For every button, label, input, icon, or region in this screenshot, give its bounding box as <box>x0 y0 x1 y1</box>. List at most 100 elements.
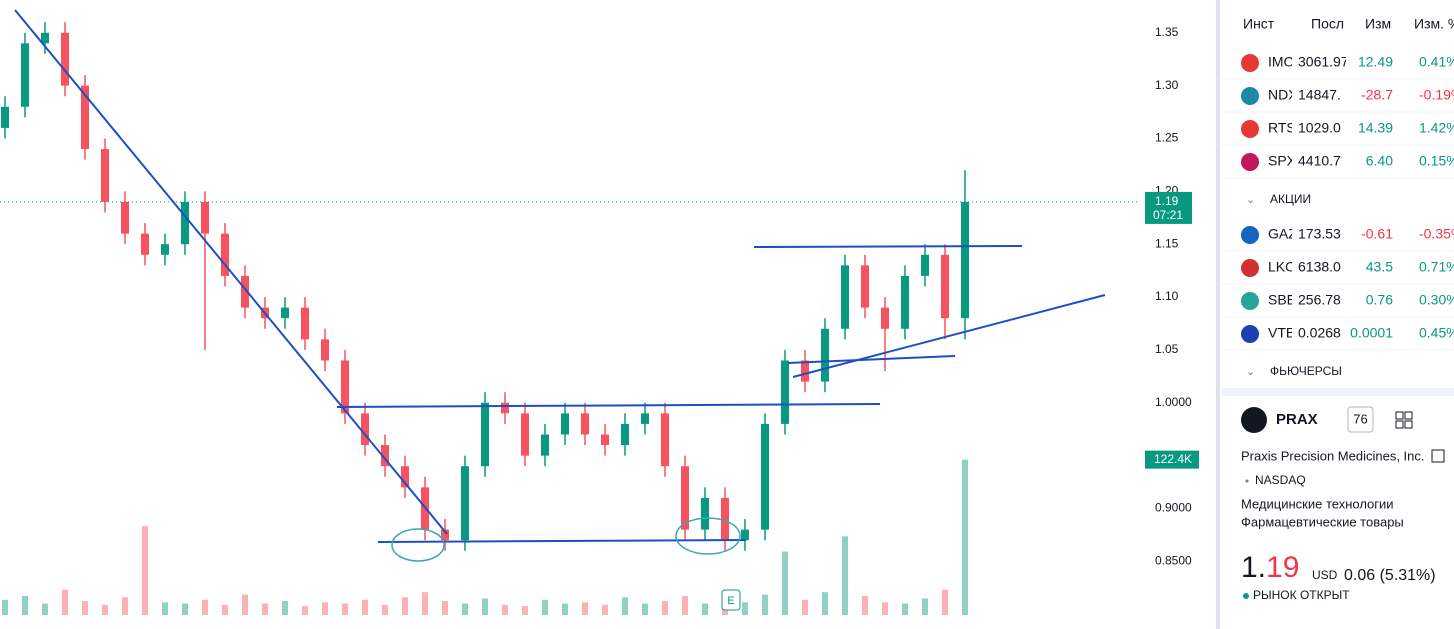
sector: Медицинские технологии <box>1241 496 1394 511</box>
candle-body <box>241 275 249 308</box>
open-icon[interactable] <box>1431 449 1445 463</box>
candle-body <box>441 529 449 541</box>
last: 256.78 <box>1298 292 1341 308</box>
section-chevron: ⌄ <box>1246 366 1255 378</box>
earnings-icon[interactable] <box>721 589 741 611</box>
bullet <box>1245 479 1249 483</box>
candle-body <box>1 106 9 128</box>
y-tick-label: 1.15 <box>1155 236 1179 250</box>
candle-body <box>701 497 709 530</box>
change: 43.5 <box>1366 259 1393 275</box>
change: 6.40 <box>1366 153 1393 169</box>
last: 14847. <box>1298 87 1341 103</box>
last: 1029.0 <box>1298 120 1341 136</box>
volume-bar <box>842 536 848 615</box>
volume-bar <box>562 603 568 615</box>
volume-bar <box>802 599 808 615</box>
volume-bar <box>282 601 288 615</box>
section-title: АКЦИИ <box>1270 192 1311 206</box>
candle-body <box>481 402 489 467</box>
candle-body <box>781 360 789 424</box>
highlight-ellipse <box>391 528 445 562</box>
y-tick-label: 0.9000 <box>1155 501 1192 515</box>
last: 173.53 <box>1298 226 1341 242</box>
volume-bar <box>822 592 828 615</box>
last: 4410.7 <box>1298 153 1341 169</box>
volume-bar <box>542 599 548 615</box>
candle-body <box>281 307 289 319</box>
candle-body <box>561 413 569 435</box>
volume-bar <box>142 526 148 615</box>
volume-bar <box>742 602 748 615</box>
change: -0.61 <box>1361 226 1393 242</box>
candle-body <box>921 254 929 276</box>
candle-body <box>201 201 209 234</box>
volume-bar <box>302 606 308 615</box>
candle-body <box>401 466 409 488</box>
symbol-icon <box>1241 54 1259 72</box>
earnings-marker[interactable] <box>721 589 741 611</box>
volume-bar <box>162 602 168 615</box>
candle-body <box>621 423 629 446</box>
change-percent: 0.45% <box>1419 325 1454 341</box>
score-box[interactable] <box>1347 406 1374 433</box>
price-dec: 19 <box>1266 551 1299 584</box>
change-percent: 1.42% <box>1419 120 1454 136</box>
candle-body <box>161 244 169 255</box>
icon[interactable] <box>1395 411 1404 420</box>
y-tick-label: 1.35 <box>1155 25 1179 39</box>
candle-body <box>521 413 529 456</box>
y-tick-label: 0.8500 <box>1155 554 1192 568</box>
last-price-box <box>1145 191 1192 224</box>
company-name: Praxis Precision Medicines, Inc. <box>1241 448 1425 463</box>
candle-body <box>221 233 229 276</box>
symbol: VTBR <box>1268 325 1305 341</box>
trend-line <box>336 403 881 408</box>
y-tick-label: 1.05 <box>1155 342 1179 356</box>
symbol: RTSI <box>1268 120 1300 136</box>
trend-line <box>792 294 1106 378</box>
section-title: ФЬЮЧЕРСЫ <box>1270 364 1342 378</box>
volume-bar <box>342 603 348 615</box>
candle-body <box>801 360 809 382</box>
candle-body <box>881 307 889 329</box>
icon[interactable] <box>1404 411 1413 420</box>
candle-body <box>861 265 869 308</box>
change: 0.76 <box>1366 292 1393 308</box>
volume-bar <box>362 599 368 615</box>
last: 6138.0 <box>1298 259 1341 275</box>
candle-body <box>721 497 729 541</box>
column-header: Посл <box>1311 16 1344 32</box>
drawings <box>14 9 1106 562</box>
earnings-letter[interactable]: E <box>727 595 734 607</box>
candle-body <box>821 328 829 382</box>
change-percent: 0.15% <box>1419 153 1454 169</box>
column-header: Инст <box>1243 16 1275 32</box>
volume-bar <box>202 599 208 615</box>
volume-bar <box>62 589 68 615</box>
price-int: 1. <box>1241 551 1266 584</box>
candle-body <box>121 201 129 234</box>
candle-body <box>41 32 49 44</box>
candle-body <box>501 402 509 414</box>
candle-body <box>461 466 469 541</box>
industry: Фармацевтические товары <box>1241 514 1404 529</box>
volume-bar <box>762 594 768 615</box>
volume-bar <box>602 604 608 615</box>
ticker[interactable]: PRAX <box>1276 411 1318 428</box>
icon[interactable] <box>1395 420 1404 429</box>
trend-line <box>753 245 1023 248</box>
candle-body <box>81 85 89 150</box>
candle-body <box>681 466 689 530</box>
icon[interactable] <box>1404 420 1413 429</box>
change-percent: 0.71% <box>1419 259 1454 275</box>
last-price-label: 1.19 <box>1155 194 1179 208</box>
score[interactable]: 76 <box>1353 411 1367 426</box>
volume-label: 122.4K <box>1154 452 1192 466</box>
volume-bar <box>782 551 788 615</box>
candle-body <box>601 434 609 446</box>
volume-bar <box>522 606 528 615</box>
y-tick-label: 1.25 <box>1155 131 1179 145</box>
candle-body <box>21 43 29 107</box>
